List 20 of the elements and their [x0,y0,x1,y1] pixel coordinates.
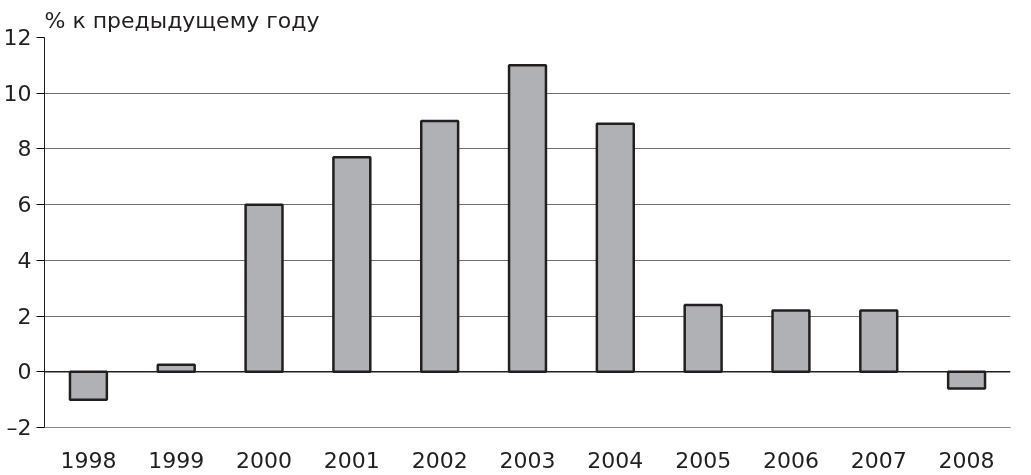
y-tick-label: 4 [17,247,32,273]
x-tick-label: 2008 [938,447,995,473]
x-tick-label: 2001 [323,447,380,473]
y-tick-label: 0 [17,359,32,385]
y-tick-label: 8 [17,136,32,162]
x-tick-label: 1998 [60,447,117,473]
x-tick-label: 2006 [762,447,819,473]
y-tick-label: –2 [6,415,32,440]
y-tick-label: 10 [3,80,32,106]
x-tick-label: 2000 [236,447,293,473]
y-tick-label: 2 [17,303,32,329]
x-tick-label: 1999 [148,447,205,473]
x-tick-label: 2002 [411,447,468,473]
x-tick-label: 2007 [850,447,907,473]
y-tick-label: 12 [3,25,32,50]
x-tick-label: 2004 [587,447,644,473]
y-axis-title: % к предыдущему году [44,7,320,33]
y-tick-label: 6 [17,192,32,218]
x-tick-label: 2005 [675,447,732,473]
x-tick-label: 2003 [499,447,556,473]
